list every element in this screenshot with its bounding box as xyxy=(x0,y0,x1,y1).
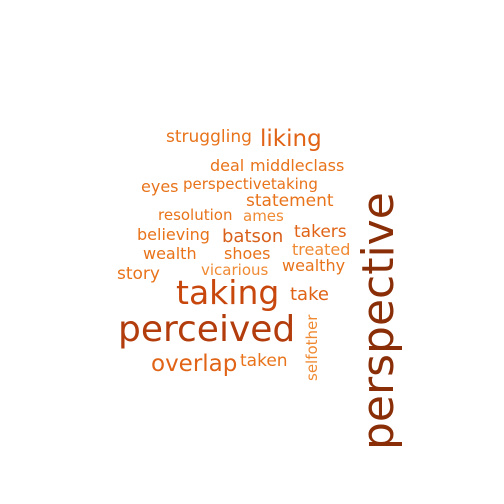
word-resolution: resolution xyxy=(158,206,233,224)
word-story: story xyxy=(117,264,160,284)
word-takers: takers xyxy=(294,222,347,242)
word-taking: taking xyxy=(176,273,280,312)
word-vicarious: vicarious xyxy=(201,261,269,279)
word-wealthy: wealthy xyxy=(282,256,346,275)
word-struggling: struggling xyxy=(166,127,252,147)
word-treated: treated xyxy=(292,240,351,259)
word-perspectivetaking: perspectivetaking xyxy=(183,175,318,193)
word-shoes: shoes xyxy=(224,244,271,263)
word-liking: liking xyxy=(260,126,322,152)
word-deal: deal xyxy=(210,156,245,175)
word-believing: believing xyxy=(137,225,210,244)
word-perceived: perceived xyxy=(118,309,296,350)
word-selfother: selfother xyxy=(303,314,321,381)
word-taken: taken xyxy=(240,351,288,371)
word-batson: batson xyxy=(222,226,284,247)
word-take: take xyxy=(290,284,329,305)
word-statement: statement xyxy=(246,191,334,211)
word-middleclass: middleclass xyxy=(250,156,345,175)
word-ames: ames xyxy=(243,207,284,225)
word-perspective: perspective xyxy=(353,192,404,450)
word-overlap: overlap xyxy=(151,351,238,377)
word-eyes: eyes xyxy=(141,177,179,196)
word-wealth: wealth xyxy=(143,244,197,263)
